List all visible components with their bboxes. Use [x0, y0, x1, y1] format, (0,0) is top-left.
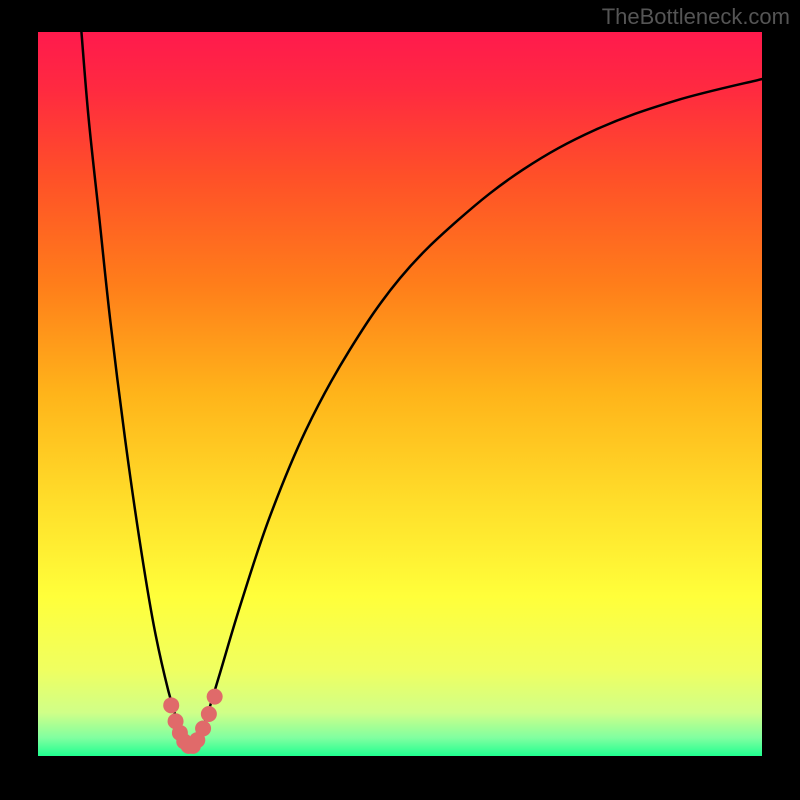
watermark-text: TheBottleneck.com — [602, 4, 790, 30]
plot-area — [38, 32, 762, 756]
data-dot — [207, 689, 223, 705]
data-dot — [201, 706, 217, 722]
chart-svg — [38, 32, 762, 756]
gradient-background — [38, 32, 762, 756]
data-dot — [195, 720, 211, 736]
data-dot — [163, 697, 179, 713]
chart-canvas: TheBottleneck.com — [0, 0, 800, 800]
